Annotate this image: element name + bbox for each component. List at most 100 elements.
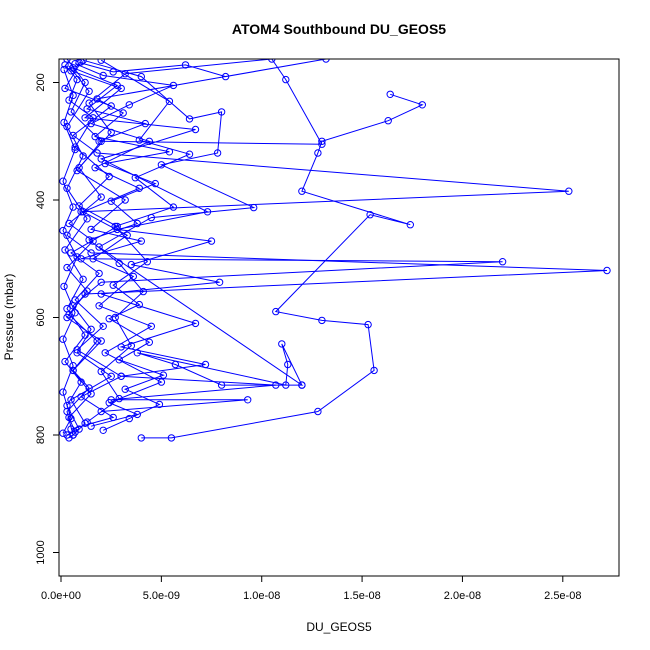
x-tick-label-2: 1.0e-08 bbox=[243, 590, 280, 602]
data-point-9-10 bbox=[151, 179, 160, 188]
data-point-8-5 bbox=[83, 215, 91, 223]
x-axis: 0.0e+00 5.0e-09 1.0e-08 1.5e-08 2.0e-08 2.5e-… bbox=[41, 575, 581, 602]
data-point-9-14 bbox=[115, 259, 123, 268]
data-point-5-3 bbox=[217, 108, 226, 116]
data-point-6-9 bbox=[85, 99, 93, 107]
data-point-10-8 bbox=[60, 282, 68, 291]
series-line-8 bbox=[64, 65, 90, 436]
data-point-8-7 bbox=[79, 275, 87, 283]
data-point-11-5 bbox=[169, 203, 178, 211]
data-point-5-11 bbox=[171, 360, 180, 369]
series-line-10 bbox=[62, 69, 78, 434]
series-line-6 bbox=[66, 59, 323, 433]
data-point-5-15 bbox=[278, 340, 286, 348]
data-point-9-3 bbox=[221, 72, 230, 81]
data-point-6-6 bbox=[282, 75, 290, 84]
data-point-5-14 bbox=[284, 360, 292, 369]
y-axis: 200 400 600 800 1000 bbox=[35, 73, 60, 565]
series-line-1 bbox=[64, 61, 608, 439]
series-line-2 bbox=[141, 93, 424, 439]
data-point-5-6 bbox=[250, 203, 258, 212]
data-point-1-5 bbox=[565, 187, 573, 195]
data-point-10-14 bbox=[59, 429, 67, 437]
data-point-9-2 bbox=[181, 61, 190, 69]
data-point-9-13 bbox=[85, 236, 93, 244]
data-point-6-18 bbox=[93, 337, 101, 345]
data-point-2-4 bbox=[314, 149, 322, 157]
chart-title: ATOM4 Southbound DU_GEOS5 bbox=[232, 21, 446, 37]
data-point-11-15 bbox=[155, 400, 164, 409]
series-line-9 bbox=[78, 59, 327, 423]
data-point-6-4 bbox=[95, 137, 103, 146]
data-point-10-7 bbox=[73, 253, 81, 261]
data-point-1-4 bbox=[93, 149, 101, 157]
data-point-7-10 bbox=[89, 255, 97, 263]
data-point-1-9 bbox=[603, 266, 611, 275]
data-point-0-10 bbox=[97, 278, 105, 286]
data-point-7-1 bbox=[99, 71, 107, 80]
data-point-8-14 bbox=[63, 431, 71, 439]
data-point-10-6 bbox=[59, 226, 67, 235]
data-point-0-16 bbox=[81, 419, 89, 427]
data-point-2-8 bbox=[272, 307, 280, 316]
data-point-9-20 bbox=[83, 418, 91, 426]
data-point-5-16 bbox=[298, 381, 306, 389]
data-point-7-5 bbox=[145, 137, 154, 146]
data-point-0-9 bbox=[498, 258, 507, 266]
data-point-0-6 bbox=[87, 225, 95, 234]
data-point-0-12 bbox=[87, 325, 95, 333]
data-point-10-13 bbox=[67, 414, 75, 423]
data-point-11-11 bbox=[145, 338, 154, 346]
data-point-8-6 bbox=[61, 246, 69, 254]
data-point-6-21 bbox=[65, 413, 73, 422]
data-point-7-13 bbox=[147, 322, 156, 330]
data-point-9-15 bbox=[139, 287, 148, 296]
data-point-8-9 bbox=[81, 331, 89, 339]
data-point-8-13 bbox=[75, 425, 83, 433]
x-tick-label-1: 5.0e-09 bbox=[143, 590, 180, 602]
data-point-11-1 bbox=[165, 97, 174, 106]
data-point-6-7 bbox=[268, 59, 276, 63]
series-line-5 bbox=[82, 59, 304, 386]
data-point-2-6 bbox=[406, 221, 414, 229]
data-point-11-9 bbox=[135, 300, 144, 309]
data-point-9-11 bbox=[107, 197, 115, 205]
data-point-7-15 bbox=[157, 378, 166, 386]
data-point-5-2 bbox=[185, 115, 194, 123]
x-tick-label-0: 0.0e+00 bbox=[41, 590, 81, 602]
data-point-7-14 bbox=[101, 349, 109, 357]
y-tick-label-0: 200 bbox=[35, 73, 47, 91]
series-line-7 bbox=[74, 63, 176, 427]
data-point-7-3 bbox=[125, 101, 134, 109]
data-point-7-17 bbox=[133, 410, 142, 419]
x-tick-label-3: 1.5e-08 bbox=[343, 590, 380, 602]
data-point-11-17 bbox=[99, 426, 107, 434]
data-point-4-9 bbox=[95, 269, 103, 278]
data-point-4-13 bbox=[117, 372, 125, 380]
data-point-6-20 bbox=[87, 390, 95, 398]
x-tick-label-4: 2.0e-08 bbox=[444, 590, 481, 602]
data-point-6-1 bbox=[113, 81, 121, 90]
data-point-0-7 bbox=[137, 237, 146, 245]
data-point-11-13 bbox=[159, 371, 168, 379]
data-point-3-11 bbox=[191, 319, 200, 328]
data-point-9-7 bbox=[91, 132, 99, 141]
data-point-9-18 bbox=[97, 367, 105, 376]
data-point-6-19 bbox=[69, 366, 77, 375]
data-point-3-3 bbox=[191, 125, 200, 134]
data-point-10-4 bbox=[59, 177, 67, 185]
series-layer bbox=[59, 59, 611, 442]
data-point-11-12 bbox=[115, 356, 123, 364]
data-point-4-2 bbox=[65, 96, 73, 104]
data-point-5-8 bbox=[95, 243, 103, 251]
data-point-4-0 bbox=[61, 61, 69, 69]
data-point-3-10 bbox=[97, 290, 105, 298]
data-point-10-0 bbox=[60, 65, 68, 74]
data-point-9-6 bbox=[119, 109, 127, 117]
data-point-7-18 bbox=[87, 422, 95, 430]
data-point-2-2 bbox=[384, 117, 392, 125]
data-point-7-4 bbox=[87, 119, 95, 128]
data-point-4-11 bbox=[99, 322, 107, 330]
